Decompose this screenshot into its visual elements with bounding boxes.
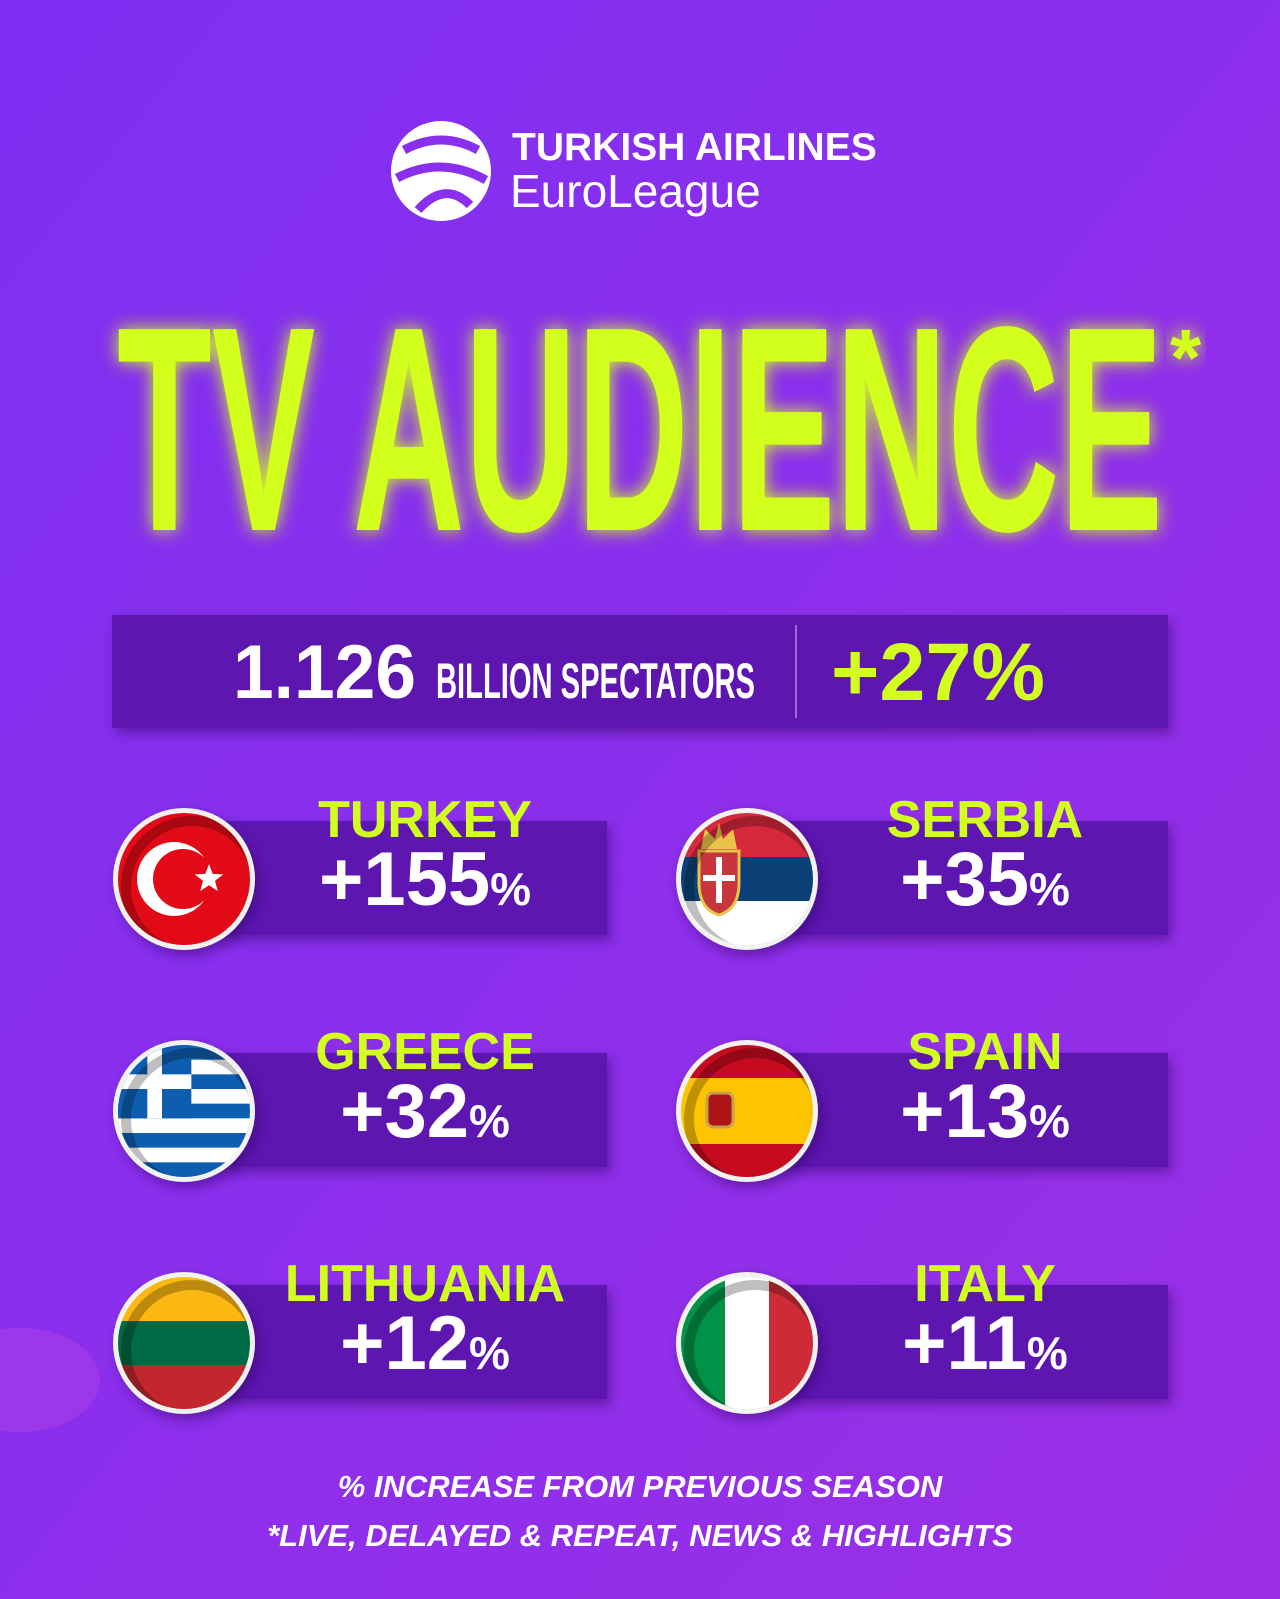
flag-stripe xyxy=(118,1133,250,1149)
logo-line1: TURKISH AIRLINES xyxy=(512,126,877,169)
flag-stripe xyxy=(681,1111,813,1145)
change-value: +11 xyxy=(902,1301,1027,1386)
flag-shade xyxy=(121,1280,250,1409)
country-card xyxy=(219,1053,607,1167)
country-card xyxy=(780,1053,1168,1167)
flag-shade xyxy=(121,1048,250,1177)
country-change: +32% xyxy=(340,1069,510,1154)
change-unit: % xyxy=(469,1327,510,1379)
country-change: +13% xyxy=(900,1069,1070,1154)
flag-shade xyxy=(684,816,813,945)
country-card xyxy=(780,1285,1168,1399)
logo-line2: EuroLeague xyxy=(510,165,761,217)
country-card xyxy=(780,821,1168,935)
flag-coat xyxy=(705,1091,735,1129)
flag-stripe xyxy=(725,1277,770,1409)
summary-banner xyxy=(112,615,1168,728)
footnote: % INCREASE FROM PREVIOUS SEASON xyxy=(338,1469,943,1504)
country-card xyxy=(219,1285,607,1399)
country-name: ITALY xyxy=(914,1255,1056,1313)
footnote: *LIVE, DELAYED & REPEAT, NEWS & HIGHLIGH… xyxy=(267,1518,1013,1553)
country-name: SPAIN xyxy=(907,1023,1062,1081)
change-unit: % xyxy=(1027,1327,1068,1379)
flag xyxy=(118,1045,250,1177)
change-unit: % xyxy=(1029,1095,1070,1147)
flag-cross xyxy=(703,875,735,881)
logo-line xyxy=(394,162,489,184)
change-value: +12 xyxy=(340,1301,469,1386)
country-change: +35% xyxy=(900,837,1070,922)
country-card xyxy=(219,821,607,935)
flag-stripe xyxy=(681,1078,813,1112)
flag-shade xyxy=(684,1280,813,1409)
change-value: +13 xyxy=(900,1069,1029,1154)
country-change: +12% xyxy=(340,1301,510,1386)
flag-stripe xyxy=(118,1321,250,1366)
country-change: +11% xyxy=(902,1301,1068,1386)
change-value: +35 xyxy=(900,837,1029,922)
summary-change: +27% xyxy=(831,627,1045,718)
change-unit: % xyxy=(1029,863,1070,915)
change-unit: % xyxy=(469,1095,510,1147)
change-value: +155 xyxy=(319,837,490,922)
title: TV AUDIENCE xyxy=(117,266,1163,592)
logo-icon xyxy=(391,121,491,221)
flag-crescent-cut xyxy=(153,849,213,909)
summary-label: BILLION SPECTATORS xyxy=(436,653,755,709)
country-name: GREECE xyxy=(315,1023,535,1081)
title-mark: * xyxy=(1170,313,1202,402)
country-name: TURKEY xyxy=(318,791,532,849)
flag-stripe xyxy=(118,1118,250,1134)
flag-stripe xyxy=(118,1147,250,1163)
change-value: +32 xyxy=(340,1069,469,1154)
summary-value: 1.126 xyxy=(233,630,416,715)
logo-line xyxy=(414,189,474,214)
country-name: LITHUANIA xyxy=(285,1255,565,1313)
decor-blob xyxy=(0,1328,100,1432)
flag-cross xyxy=(147,1045,162,1119)
flag xyxy=(118,813,250,945)
flag-shade xyxy=(684,1048,813,1177)
country-name: SERBIA xyxy=(887,791,1083,849)
flag-shade xyxy=(121,816,250,945)
flag-star xyxy=(194,864,224,892)
country-change: +155% xyxy=(319,837,531,922)
flag-crown xyxy=(701,823,737,849)
logo-line xyxy=(401,135,481,155)
change-unit: % xyxy=(490,863,531,915)
